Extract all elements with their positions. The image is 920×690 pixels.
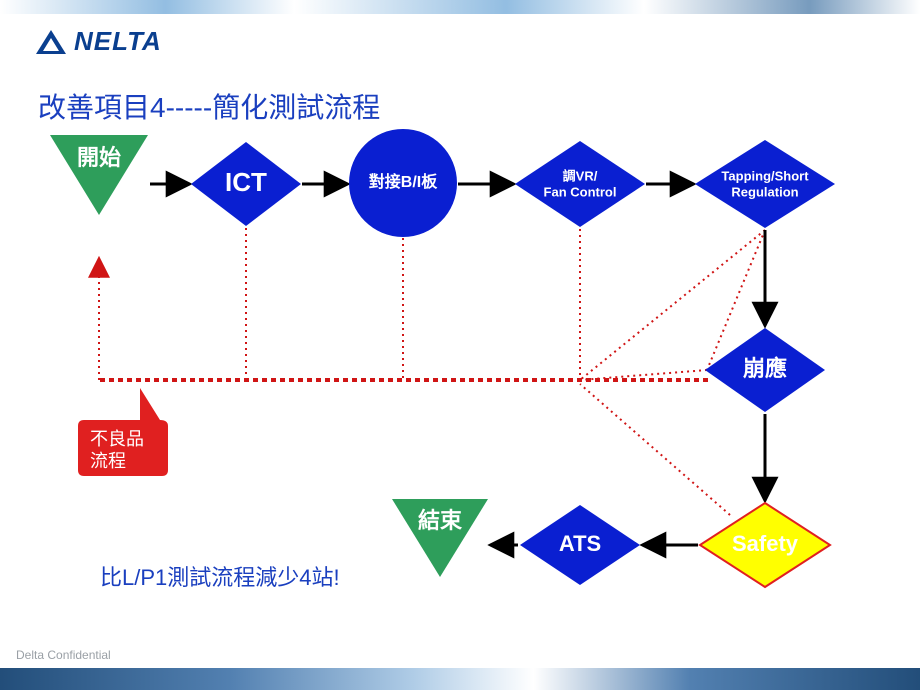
node-tap: Tapping/ShortRegulation (695, 140, 835, 228)
svg-text:對接B/I板: 對接B/I板 (369, 172, 438, 191)
svg-text:開始: 開始 (77, 145, 121, 170)
svg-text:Safety: Safety (732, 531, 799, 556)
node-end: 結束 (392, 499, 488, 577)
svg-text:崩應: 崩應 (743, 356, 787, 381)
node-vr: 調VR/Fan Control (515, 141, 645, 227)
svg-text:Tapping/Short: Tapping/Short (721, 168, 809, 183)
svg-text:調VR/: 調VR/ (563, 168, 598, 183)
svg-text:ATS: ATS (559, 531, 601, 556)
svg-text:Regulation: Regulation (731, 184, 798, 199)
node-crash: 崩應 (705, 328, 825, 412)
node-start: 開始 (50, 135, 148, 215)
reject-path-6 (580, 384, 730, 515)
svg-text:結束: 結束 (418, 508, 463, 533)
node-bi: 對接B/I板 (349, 129, 457, 237)
node-ict: ICT (191, 142, 301, 226)
node-safety: Safety (700, 503, 830, 587)
svg-text:Fan Control: Fan Control (544, 184, 617, 199)
callout-line-1: 流程 (90, 451, 126, 471)
flowchart: 開始 ICT 對接B/I板 調VR/Fan Control Tapping/ShortR… (0, 0, 920, 690)
node-ats: ATS (520, 505, 640, 585)
svg-text:ICT: ICT (225, 167, 267, 197)
callout-line-0: 不良品 (90, 429, 144, 449)
